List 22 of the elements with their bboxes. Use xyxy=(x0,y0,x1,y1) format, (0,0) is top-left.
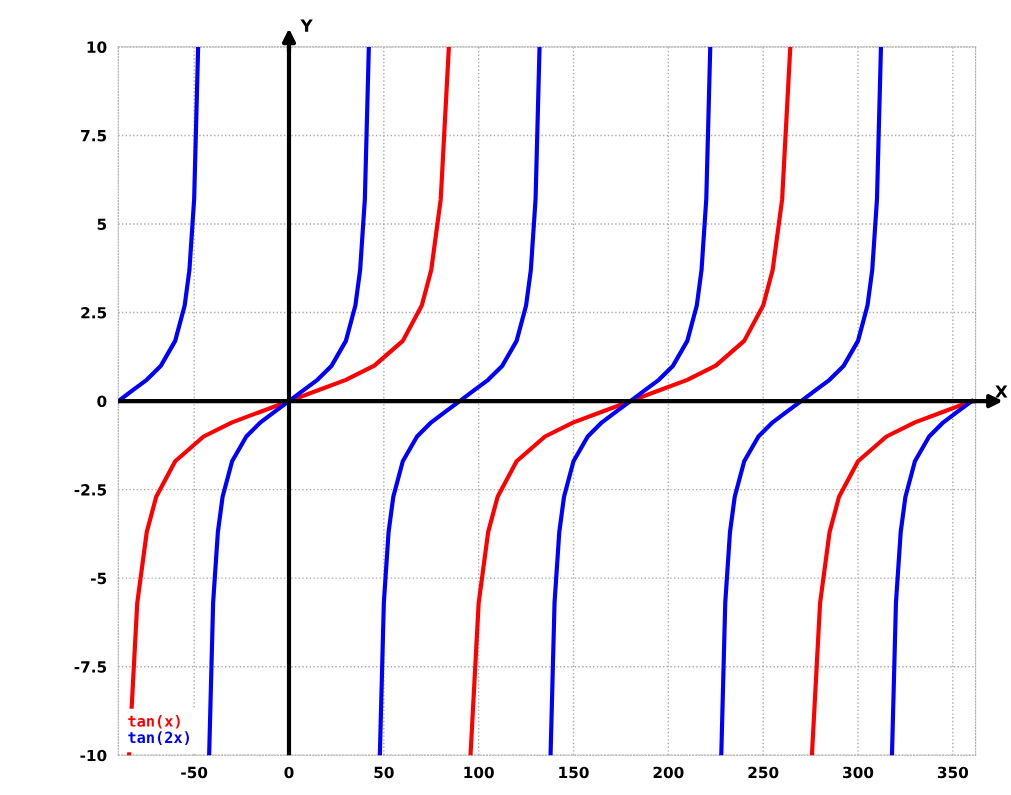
x-tick-label: 50 xyxy=(374,766,394,779)
x-tick-label: 150 xyxy=(559,766,589,779)
x-tick-label: 100 xyxy=(464,766,494,779)
series-label: tan(x) xyxy=(128,715,180,729)
y-tick-label: 7.5 xyxy=(81,130,107,142)
y-tick-label: 0 xyxy=(97,395,107,408)
x-tick-label: 0 xyxy=(284,766,294,779)
x-tick-label: 300 xyxy=(843,766,874,779)
y-tick-label: -5 xyxy=(91,572,107,585)
y-tick-label: 10 xyxy=(87,41,107,53)
y-tick-label: -10 xyxy=(80,749,107,762)
x-tick-label: 250 xyxy=(748,766,779,779)
y-tick-label: -2.5 xyxy=(74,484,107,496)
x-axis-title: X xyxy=(995,385,1008,398)
y-tick-label: 2.5 xyxy=(81,307,107,319)
y-tick-label: -7.5 xyxy=(74,661,107,673)
y-axis-title: Y xyxy=(300,19,313,32)
x-tick-label: 350 xyxy=(937,766,969,779)
x-tick-label: 200 xyxy=(653,766,684,779)
series-label: tan(2x) xyxy=(128,731,189,745)
x-tick-label: -50 xyxy=(181,766,208,779)
y-tick-label: 5 xyxy=(97,218,107,231)
